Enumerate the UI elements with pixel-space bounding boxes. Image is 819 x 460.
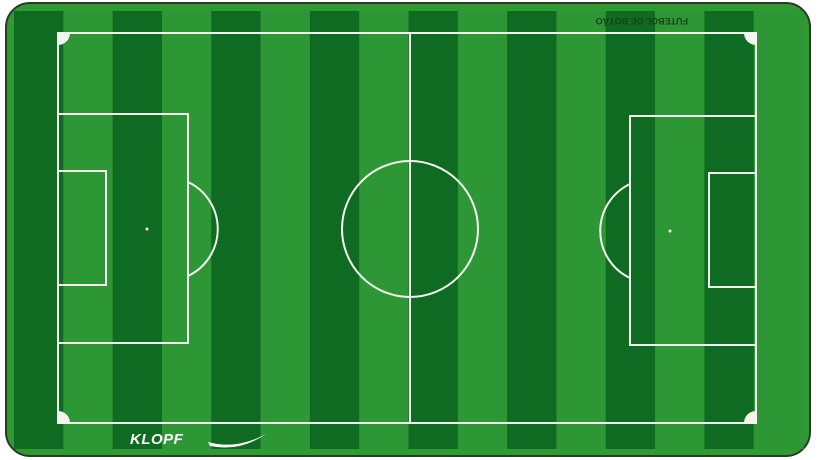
pitch-stripe <box>14 11 64 449</box>
pitch-stripe <box>655 11 705 449</box>
pitch-stripe <box>556 11 607 449</box>
board-top-text: FUTEBOL DE BOTÃO <box>596 16 688 26</box>
pitch-stripe <box>63 11 114 449</box>
left-penalty-spot <box>145 227 149 231</box>
corner-arc-top-left <box>58 33 70 45</box>
brand-logo: KLOPF <box>130 431 266 448</box>
brand-swoosh-icon <box>208 434 266 448</box>
pitch-stripe <box>161 11 212 449</box>
right-penalty-arc <box>599 183 631 279</box>
center-circle <box>341 160 479 298</box>
left-goal-area <box>57 170 107 286</box>
brand-wordmark: KLOPF <box>130 431 184 448</box>
corner-arc-bottom-left <box>58 411 70 423</box>
pitch-markings <box>57 32 757 424</box>
right-goal-area <box>708 172 757 288</box>
pitch-stripe <box>211 11 262 449</box>
left-penalty-arc <box>187 181 219 277</box>
pitch-stripe <box>753 11 804 449</box>
pitch-stripe <box>507 11 557 449</box>
pitch-stripes <box>14 11 804 449</box>
pitch-stripe <box>309 11 360 449</box>
pitch-stripe <box>359 11 409 449</box>
pitch-stripe <box>457 11 508 449</box>
corner-arc-top-right <box>744 33 756 45</box>
right-penalty-spot <box>668 229 672 233</box>
pitch-stripe <box>704 11 755 449</box>
pitch-stripe <box>408 11 459 449</box>
pitch-stripe <box>260 11 311 449</box>
pitch-stripe <box>112 11 163 449</box>
corner-arc-bottom-right <box>744 411 756 423</box>
